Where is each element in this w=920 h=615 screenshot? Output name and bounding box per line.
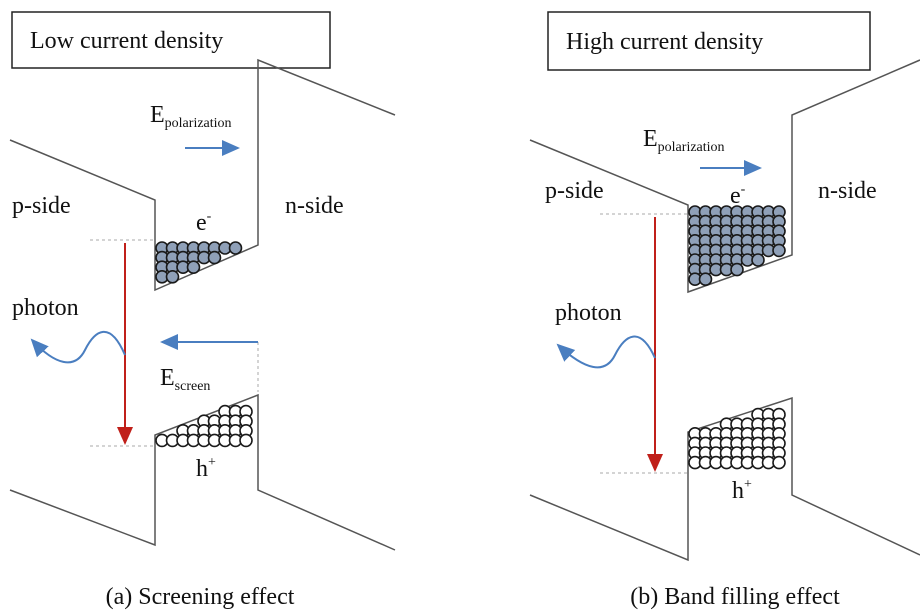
panel-a: Low current density Epolarization p-side… [9,11,396,610]
carrier [239,433,253,448]
carriers [155,241,253,448]
caption: (a) Screening effect [106,584,295,610]
panel-title: Low current density [30,28,223,54]
caption: (b) Band filling effect [630,584,840,610]
electron-label: e- [730,182,746,209]
field-label: Epolarization [643,126,725,155]
carrier [772,243,786,258]
n-side-label: n-side [818,178,877,204]
n-side-label: n-side [285,193,344,219]
title-box [11,11,331,69]
title-box [547,11,871,71]
photon-label: photon [12,295,79,321]
carriers [688,205,786,470]
screen-label: Escreen [160,365,210,394]
carrier [730,262,744,277]
carrier [772,455,786,470]
photon-label: photon [555,300,622,326]
carrier [228,241,243,255]
carrier [207,250,222,265]
carrier [186,260,201,275]
panel-b: High current density Epolarization p-sid… [529,11,920,610]
hole-label: h+ [196,455,216,482]
carrier [165,269,180,284]
hole-label: h+ [732,477,752,504]
p-side-label: p-side [545,178,604,204]
p-side-label: p-side [12,193,71,219]
carrier [698,272,713,287]
electron-label: e- [196,209,212,236]
field-label: Epolarization [150,102,232,131]
panel-title: High current density [566,29,763,55]
carrier [751,253,765,267]
photon-wave [556,335,656,369]
photon-wave [30,330,126,364]
